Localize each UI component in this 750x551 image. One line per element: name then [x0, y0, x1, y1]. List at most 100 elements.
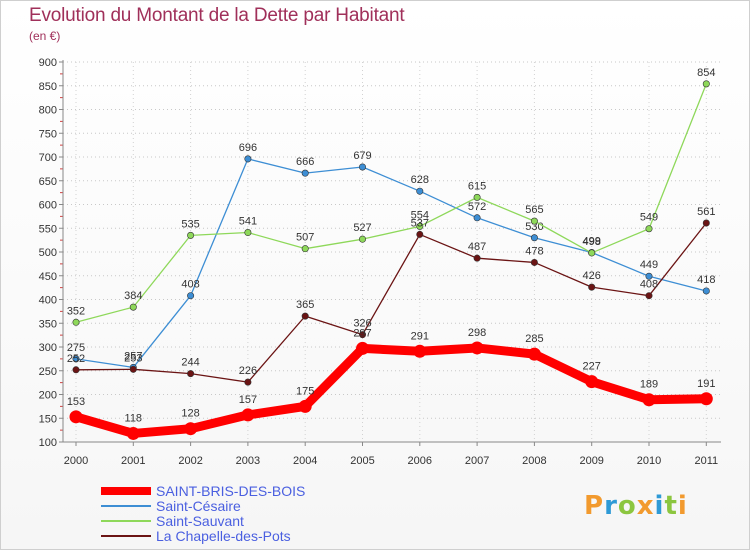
y-tick-label: 850	[39, 81, 57, 93]
series-1-point	[702, 287, 710, 295]
series-2-point	[187, 231, 195, 239]
y-tick-label: 900	[39, 57, 57, 69]
series-3-data-label: 226	[239, 365, 257, 377]
y-tick-label: 100	[39, 437, 57, 449]
series-2-data-label: 384	[124, 290, 142, 302]
x-tick-label: 2011	[694, 455, 718, 467]
proxiti-logo: Proxiti	[584, 491, 688, 521]
series-2-point	[645, 225, 653, 233]
y-tick-label: 500	[39, 247, 57, 259]
x-tick-label: 2010	[637, 455, 661, 467]
series-1-data-label: 628	[411, 174, 429, 186]
series-1-data-label: 679	[353, 150, 371, 162]
series-0-data-label: 191	[697, 378, 715, 390]
brand-letter: t	[664, 491, 678, 521]
series-1-data-label: 666	[296, 156, 314, 168]
series-1-data-label: 572	[468, 201, 486, 213]
legend-swatch	[101, 505, 151, 507]
series-3-point	[187, 370, 195, 378]
series-0-point	[413, 344, 427, 358]
series-3-point	[530, 258, 538, 266]
x-tick-label: 2004	[293, 455, 317, 467]
series-3-data-label: 252	[67, 353, 85, 365]
y-tick-label: 350	[39, 318, 57, 330]
series-1-point	[72, 355, 80, 363]
x-tick-label: 2008	[522, 455, 546, 467]
series-2-data-label: 854	[697, 67, 715, 79]
series-2-data-label: 549	[640, 212, 658, 224]
series-3-data-label: 426	[583, 270, 601, 282]
series-2-point	[244, 229, 252, 237]
legend-swatch	[101, 487, 151, 495]
series-2-data-label: 498	[583, 236, 601, 248]
series-1-point	[301, 169, 309, 177]
chart-unit-label: (en €)	[29, 29, 61, 43]
brand-letter: o	[617, 491, 637, 521]
series-2-data-label: 507	[296, 232, 314, 244]
y-tick-label: 700	[39, 152, 57, 164]
brand-letter: r	[604, 491, 618, 521]
series-2-data-label: 565	[525, 204, 543, 216]
series-3-data-label: 244	[181, 357, 199, 369]
series-0-data-label: 285	[525, 333, 543, 345]
x-tick-label: 2001	[121, 455, 145, 467]
series-2-point	[129, 303, 137, 311]
x-tick-label: 2005	[350, 455, 374, 467]
series-1-data-label: 418	[697, 274, 715, 286]
series-0-point	[69, 410, 83, 424]
series-0-data-label: 157	[239, 394, 257, 406]
series-0-data-label: 128	[181, 408, 199, 420]
series-0-data-label: 175	[296, 385, 314, 397]
series-3-point	[702, 219, 710, 227]
legend-item: Saint-Césaire	[101, 499, 361, 514]
x-tick-label: 2006	[408, 455, 432, 467]
series-3-data-label: 253	[124, 352, 142, 364]
series-1-point	[645, 272, 653, 280]
series-2-point	[358, 235, 366, 243]
series-3-point	[645, 292, 653, 300]
series-1-point	[187, 292, 195, 300]
brand-letter: x	[636, 491, 655, 521]
series-3-point	[473, 254, 481, 262]
series-2-point	[416, 222, 424, 230]
legend-item: SAINT-BRIS-DES-BOIS	[101, 484, 361, 499]
series-3-data-label: 408	[640, 279, 658, 291]
series-0-point	[298, 399, 312, 413]
legend-label: Saint-Sauvant	[156, 513, 244, 529]
brand-letter: P	[584, 491, 605, 521]
series-2-point	[301, 245, 309, 253]
series-1-data-label: 449	[640, 259, 658, 271]
y-tick-label: 650	[39, 176, 57, 188]
series-0-data-label: 189	[640, 379, 658, 391]
y-tick-label: 200	[39, 390, 57, 402]
series-0-data-label: 297	[353, 327, 371, 339]
legend-swatch	[101, 520, 151, 522]
series-2-data-label: 352	[67, 305, 85, 317]
series-2-point	[72, 318, 80, 326]
series-1-data-label: 408	[181, 279, 199, 291]
series-1-point	[416, 187, 424, 195]
series-3-line	[75, 222, 707, 383]
series-0-point	[126, 426, 140, 440]
legend-label: Saint-Césaire	[156, 498, 241, 514]
series-3-data-label: 365	[296, 299, 314, 311]
series-2-line	[75, 83, 707, 323]
series-2-point	[473, 193, 481, 201]
x-tick-label: 2002	[178, 455, 202, 467]
y-tick-label: 600	[39, 200, 57, 212]
y-tick-label: 400	[39, 295, 57, 307]
series-0-data-label: 153	[67, 396, 85, 408]
legend-swatch	[101, 535, 151, 537]
series-3-point	[72, 366, 80, 374]
brand-letter: i	[677, 491, 688, 521]
series-3-point	[588, 283, 596, 291]
legend-item: Saint-Sauvant	[101, 514, 361, 529]
series-0-point	[642, 393, 656, 407]
y-tick-label: 800	[39, 105, 57, 117]
x-tick-label: 2003	[236, 455, 260, 467]
series-3-data-label: 326	[353, 318, 371, 330]
x-tick-label: 2000	[64, 455, 88, 467]
series-0-data-label: 227	[583, 361, 601, 373]
series-0-point	[184, 422, 198, 436]
